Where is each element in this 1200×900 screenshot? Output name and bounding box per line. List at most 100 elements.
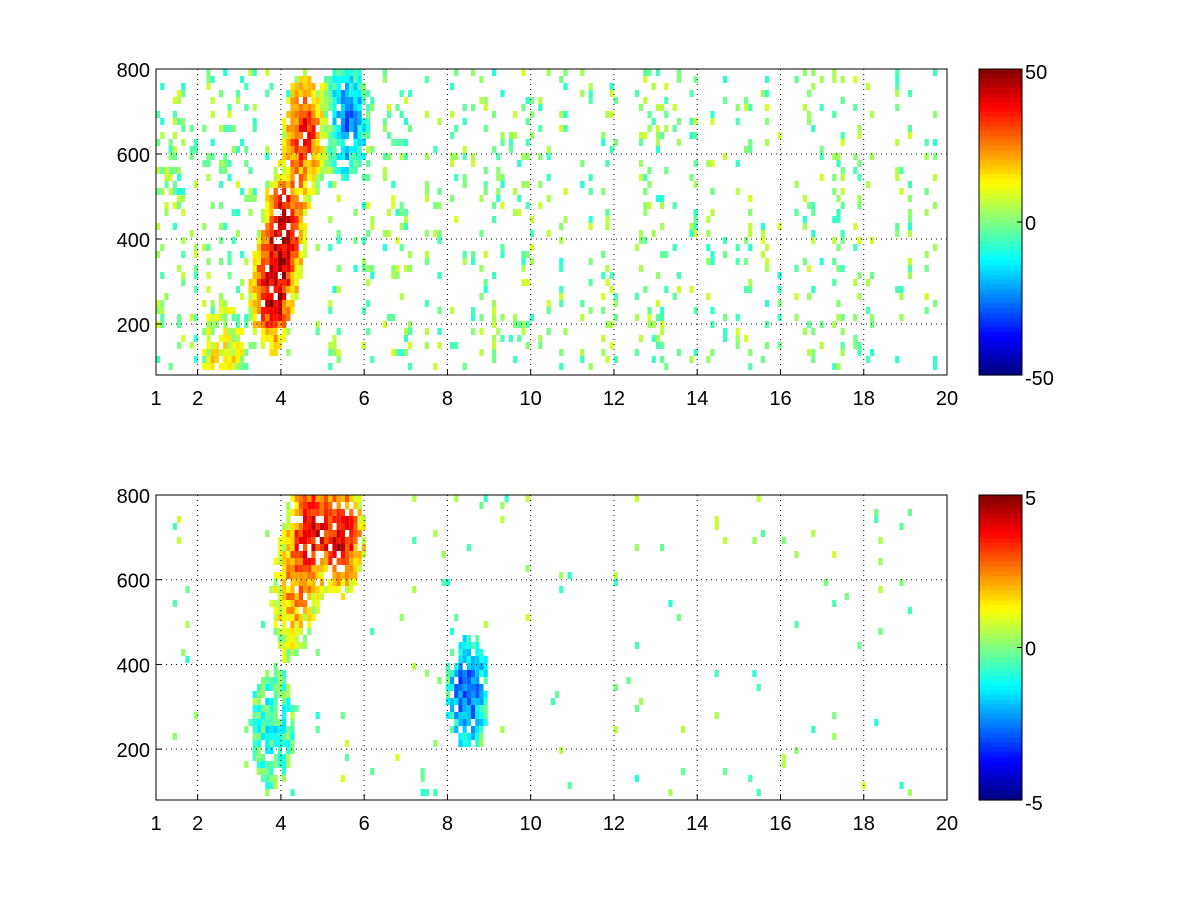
heatmap-cell: [214, 356, 219, 363]
heatmap-cell: [290, 495, 295, 502]
heatmap-cell: [525, 342, 530, 349]
heatmap-cell: [471, 328, 476, 335]
colorbar-segment: [979, 355, 1022, 362]
heatmap-cell: [794, 209, 799, 216]
heatmap-cell: [672, 244, 677, 251]
heatmap-cell: [311, 565, 316, 572]
heatmap-cell: [924, 251, 929, 258]
heatmap-cell: [471, 153, 476, 160]
heatmap-cell: [437, 307, 442, 314]
heatmap-cell: [282, 314, 287, 321]
heatmap-cell: [298, 181, 303, 188]
heatmap-cell: [723, 153, 728, 160]
heatmap-cell: [277, 279, 282, 286]
heatmap-cell: [319, 90, 324, 97]
heatmap-cell: [483, 677, 488, 684]
heatmap-cell: [588, 279, 593, 286]
heatmap-cell: [479, 733, 484, 740]
heatmap-cell: [286, 181, 291, 188]
heatmap-cell: [286, 139, 291, 146]
heatmap-cell: [500, 251, 505, 258]
heatmap-cell: [277, 300, 282, 307]
heatmap-cell: [265, 230, 270, 237]
heatmap-cell: [273, 188, 278, 195]
heatmap-cell: [206, 258, 211, 265]
heatmap-cell: [269, 335, 274, 342]
heatmap-cell: [832, 600, 837, 607]
heatmap-cell: [315, 593, 320, 600]
heatmap-cell: [748, 363, 753, 370]
heatmap-cell: [445, 579, 450, 586]
heatmap-cell: [273, 342, 278, 349]
heatmap-cell: [445, 684, 450, 691]
heatmap-cell: [857, 195, 862, 202]
heatmap-cell: [210, 363, 215, 370]
colorbar-tick-label: 0: [1025, 213, 1036, 235]
heatmap-cell: [723, 537, 728, 544]
heatmap-cell: [294, 83, 299, 90]
heatmap-cell: [450, 726, 455, 733]
colorbar-segment: [979, 212, 1022, 218]
heatmap-cell: [172, 97, 177, 104]
heatmap-cell: [340, 118, 345, 125]
x-tick-label: 6: [359, 813, 370, 835]
heatmap-cell: [689, 90, 694, 97]
colorbar-segment: [979, 317, 1022, 324]
heatmap-cell: [298, 565, 303, 572]
heatmap-cell: [471, 663, 476, 670]
heatmap-cell: [513, 209, 518, 216]
y-tick-label: 400: [117, 655, 150, 677]
heatmap-cell: [223, 223, 228, 230]
heatmap-cell: [655, 314, 660, 321]
heatmap-cell: [294, 76, 299, 83]
heatmap-cell: [298, 614, 303, 621]
heatmap-cell: [336, 537, 341, 544]
heatmap-cell: [324, 111, 329, 118]
x-tick-label: 12: [603, 813, 625, 835]
x-tick-label: 10: [520, 813, 542, 835]
heatmap-cell: [336, 76, 341, 83]
heatmap-cell: [282, 188, 287, 195]
heatmap-cell: [777, 300, 782, 307]
heatmap-cell: [206, 244, 211, 251]
heatmap-cell: [336, 579, 341, 586]
heatmap-cell: [252, 719, 257, 726]
heatmap-cell: [340, 104, 345, 111]
colorbar-segment: [979, 537, 1022, 544]
heatmap-cell: [777, 223, 782, 230]
heatmap-cell: [286, 614, 291, 621]
heatmap-cell: [895, 76, 900, 83]
heatmap-cell: [248, 195, 253, 202]
heatmap-cell: [933, 363, 938, 370]
heatmap-cell: [273, 586, 278, 593]
colorbar-segment: [979, 250, 1022, 257]
heatmap-cell: [450, 160, 455, 167]
heatmap-cell: [303, 188, 308, 195]
heatmap-cell: [282, 160, 287, 167]
heatmap-cell: [256, 698, 261, 705]
heatmap-cell: [676, 76, 681, 83]
heatmap-cell: [643, 132, 648, 139]
heatmap-cell: [273, 335, 278, 342]
heatmap-cell: [328, 530, 333, 537]
heatmap-cell: [466, 649, 471, 656]
heatmap-cell: [294, 614, 299, 621]
heatmap-cell: [240, 342, 245, 349]
heatmap-cell: [907, 265, 912, 272]
heatmap-cell: [811, 286, 816, 293]
heatmap-cell: [248, 209, 253, 216]
heatmap-cell: [282, 167, 287, 174]
heatmap-cell: [836, 216, 841, 223]
heatmap-cell: [290, 607, 295, 614]
heatmap-cell: [513, 321, 518, 328]
heatmap-cell: [345, 111, 350, 118]
colorbar-segment: [979, 164, 1022, 171]
heatmap-cell: [282, 153, 287, 160]
heatmap-cell: [450, 628, 455, 635]
heatmap-cell: [269, 586, 274, 593]
heatmap-cell: [328, 139, 333, 146]
heatmap-cell: [353, 572, 358, 579]
heatmap-cell: [202, 125, 207, 132]
colorbar-segment: [979, 255, 1022, 261]
heatmap-cell: [286, 558, 291, 565]
